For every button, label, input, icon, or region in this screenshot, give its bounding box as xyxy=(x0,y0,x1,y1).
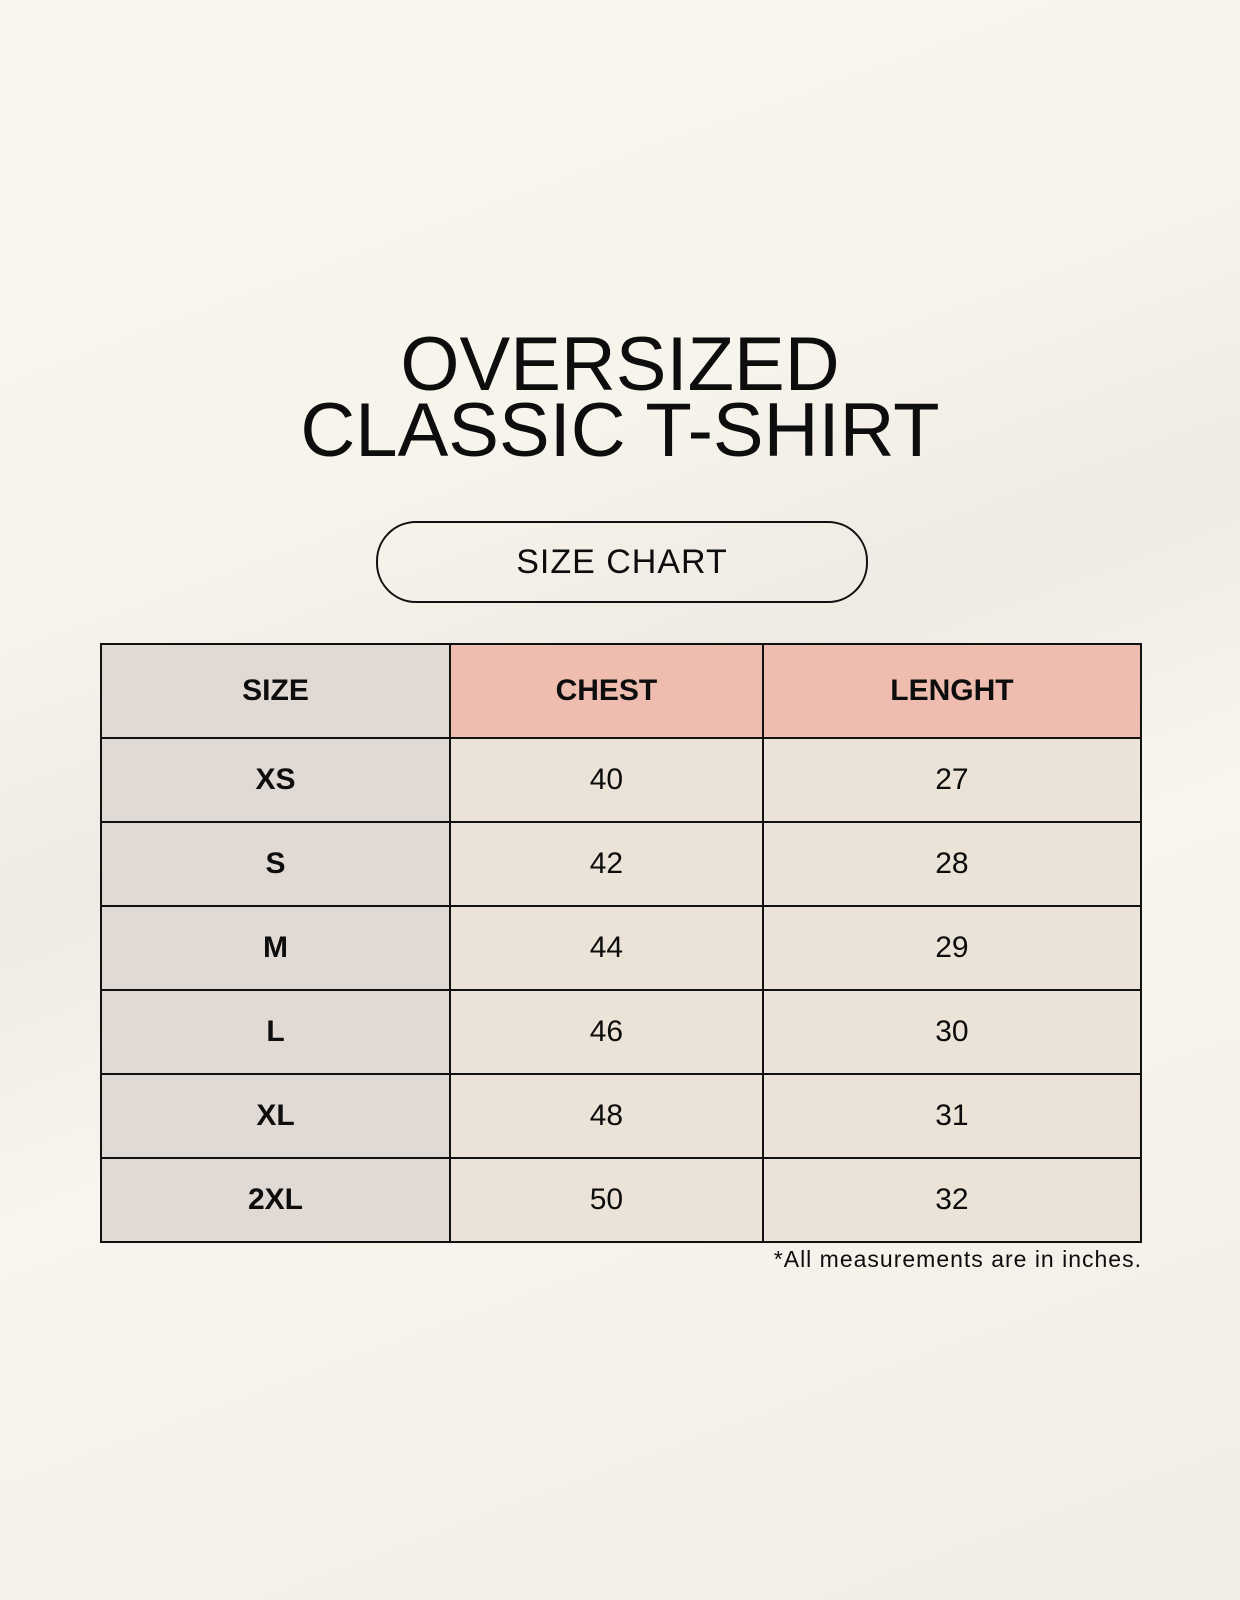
chest-cell: 44 xyxy=(449,905,764,991)
table-row: XL 48 31 xyxy=(100,1073,1143,1159)
size-cell: XS xyxy=(100,737,451,823)
size-table: SIZE CHEST LENGHT XS 40 27 S 42 28 M 44 29 L 46 30 X… xyxy=(100,643,1143,1243)
page-title: OVERSIZED CLASSIC T-SHIRT xyxy=(0,322,1240,473)
title-line-2: CLASSIC T-SHIRT xyxy=(300,388,940,473)
chest-cell: 42 xyxy=(449,821,764,907)
length-cell: 27 xyxy=(761,737,1143,823)
size-cell: S xyxy=(100,821,451,907)
table-row: M 44 29 xyxy=(100,905,1143,991)
header-chest: CHEST xyxy=(449,643,764,739)
table-row: L 46 30 xyxy=(100,989,1143,1075)
length-cell: 30 xyxy=(761,989,1143,1075)
size-cell: 2XL xyxy=(100,1157,451,1243)
chest-cell: 50 xyxy=(449,1157,764,1243)
size-cell: M xyxy=(100,905,451,991)
title-line-1: OVERSIZED xyxy=(400,322,840,407)
table-header-row: SIZE CHEST LENGHT xyxy=(100,643,1143,739)
chest-cell: 48 xyxy=(449,1073,764,1159)
header-length: LENGHT xyxy=(761,643,1143,739)
table-row: 2XL 50 32 xyxy=(100,1157,1143,1243)
size-cell: L xyxy=(100,989,451,1075)
length-cell: 32 xyxy=(761,1157,1143,1243)
chest-cell: 46 xyxy=(449,989,764,1075)
size-chart-badge: SIZE CHART xyxy=(376,521,868,603)
length-cell: 31 xyxy=(761,1073,1143,1159)
chest-cell: 40 xyxy=(449,737,764,823)
table-row: XS 40 27 xyxy=(100,737,1143,823)
header-size: SIZE xyxy=(100,643,451,739)
length-cell: 28 xyxy=(761,821,1143,907)
size-cell: XL xyxy=(100,1073,451,1159)
length-cell: 29 xyxy=(761,905,1143,991)
table-row: S 42 28 xyxy=(100,821,1143,907)
footnote: *All measurements are in inches. xyxy=(773,1246,1142,1272)
